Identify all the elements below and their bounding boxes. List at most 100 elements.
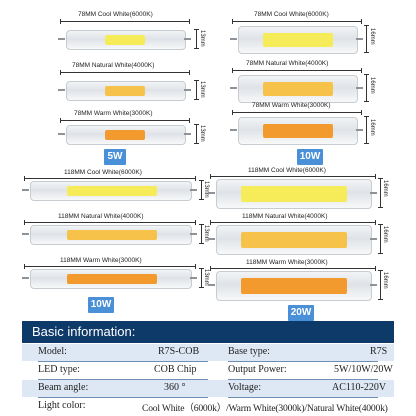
bulb-spec-label: 118MM Cool White(6000K) [64,169,142,176]
spec-value: AC110-220V [332,382,387,393]
spec-label: Beam angle: [38,382,89,393]
spec-value: Cool White（6000k）/Warm White(3000k)/Natu… [142,403,388,414]
cob-chip [105,130,145,140]
info-row: LED type: COB Chip Output Power: 5W/10W/… [22,362,394,379]
height-label: 16mm [382,272,388,289]
wattage-badge: 10W [297,149,323,165]
bulb-spec-label: 118MM Cool White(6000K) [248,167,326,174]
height-dimension-line [199,180,204,200]
cob-chip [241,278,347,294]
spec-value: R7S [370,346,388,357]
height-dimension-line [378,178,383,208]
row-divider [228,361,378,362]
bulb-image [66,30,186,50]
bulb-pin [208,192,215,194]
width-dimension-line [210,220,376,225]
bulb-image [216,225,372,255]
row-divider [228,379,378,380]
height-dimension-line [194,29,199,49]
bulb-pin [230,38,237,40]
bulb-image [238,75,358,103]
height-dimension-line [364,25,369,53]
bulb-pin [370,284,377,286]
info-header: Basic information: [22,321,394,343]
cob-chip [263,124,333,138]
bulb-image [30,181,192,201]
height-dimension-line [199,268,204,288]
height-dimension-line [378,224,383,254]
width-dimension-line [210,174,376,179]
height-label: 13mm [199,30,205,47]
bulb-image [30,269,192,289]
bulb-spec-label: 78MM Cool White(6000K) [78,11,153,18]
spec-value: R7S-COB [158,346,200,357]
bulb-image [66,81,186,101]
bulb-image [238,26,358,54]
bulb-pin [230,87,237,89]
bulb-pin [356,129,363,131]
row-divider [228,397,378,398]
row-divider [38,361,208,362]
bulb-spec-label: 118MM Warm White(3000K) [60,257,142,264]
height-dimension-line [194,124,199,144]
spec-label: Light color: [38,400,86,411]
width-dimension-line [24,220,196,225]
wattage-badge: 20W [288,305,314,321]
width-dimension-line [60,19,190,24]
bulb-pin [22,233,29,235]
height-dimension-line [364,116,369,144]
height-label: 16mm [382,180,388,197]
bulb-pin [184,38,191,40]
spec-label: Voltage: [228,382,262,393]
height-label: 13mm [199,81,205,98]
row-divider [38,379,208,380]
bulb-pin [190,233,197,235]
height-label: 16mm [369,28,375,45]
width-dimension-line [24,264,196,269]
spec-value: 360 ° [164,382,186,393]
height-label: 16mm [382,226,388,243]
bulb-spec-label: 78MM Warm White(3000K) [252,102,331,109]
width-dimension-line [210,266,376,271]
bulb-pin [208,238,215,240]
cob-chip [105,86,145,96]
cob-chip [263,82,333,96]
bulb-pin [356,38,363,40]
bulb-image [216,271,372,301]
bulb-image [30,225,192,245]
width-dimension-line [232,19,362,24]
bulb-pin [22,277,29,279]
bulb-spec-label: 118MM Natural White(4000K) [242,213,328,220]
width-dimension-line [24,176,196,181]
bulb-image [238,117,358,145]
width-dimension-line [232,110,362,115]
cob-chip [67,230,157,240]
spec-value: 5W/10W/20W [334,364,393,375]
bulb-pin [356,87,363,89]
height-dimension-line [364,74,369,102]
bulb-pin [58,133,65,135]
bulb-image [216,179,372,209]
height-dimension-line [199,224,204,244]
wattage-badge: 10W [88,297,114,313]
cob-chip [241,186,347,202]
bulb-pin [184,133,191,135]
height-label: 16mm [369,119,375,136]
info-row: Light color: Cool White（6000k）/Warm Whit… [22,398,394,415]
bulb-spec-label: 118MM Natural White(4000K) [58,213,144,220]
bulb-spec-label: 78MM Cool White(6000K) [254,11,329,18]
height-label: 13mm [203,225,209,242]
row-divider [38,397,208,398]
bulb-pin [58,89,65,91]
height-label: 13mm [199,125,205,142]
info-row: Beam angle: 360 ° Voltage: AC110-220V [22,380,394,397]
bulb-pin [58,38,65,40]
height-label: 13mm [203,269,209,286]
bulb-pin [184,89,191,91]
cob-chip [263,33,333,47]
height-label: 16mm [369,77,375,94]
bulb-pin [370,238,377,240]
cob-chip [241,232,347,248]
bulb-spec-label: 118MM Warm White(3000K) [246,259,328,266]
width-dimension-line [232,68,362,73]
